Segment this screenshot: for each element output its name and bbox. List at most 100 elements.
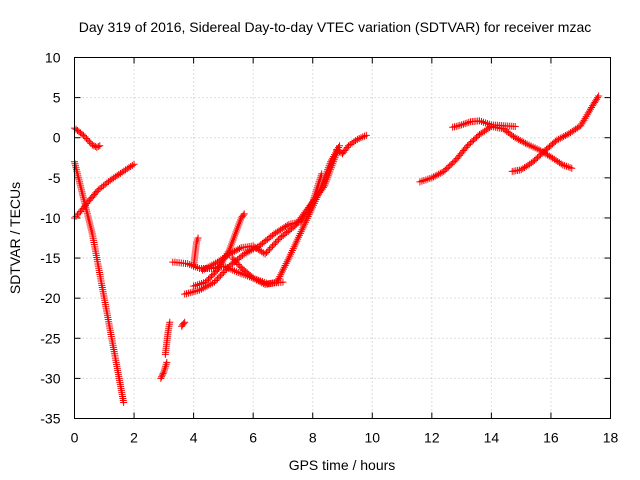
data-point-marker (159, 370, 167, 378)
data-point-marker (72, 212, 80, 220)
data-point-marker (202, 278, 210, 286)
data-point-marker (352, 137, 360, 145)
data-point-marker (222, 265, 230, 273)
plot-frame (74, 57, 611, 419)
series-arc-1 (71, 124, 104, 151)
data-point-marker (93, 143, 101, 151)
data-point-marker (239, 211, 247, 219)
data-point-marker (231, 257, 239, 265)
data-point-marker (273, 237, 281, 245)
y-tick-label: -10 (40, 210, 60, 226)
data-point-marker (216, 272, 224, 280)
data-point-marker (158, 371, 166, 379)
data-point-marker (213, 266, 221, 274)
data-point-marker (203, 277, 211, 285)
data-point-marker (558, 133, 566, 141)
data-point-marker (236, 245, 244, 253)
data-point-marker (585, 107, 593, 115)
x-tick-label: 12 (424, 430, 440, 446)
x-tick-label: 18 (603, 430, 619, 446)
data-point-marker (161, 364, 169, 372)
data-point-marker (210, 269, 218, 277)
series-arc-10 (190, 210, 248, 290)
data-point-marker (350, 138, 358, 146)
data-point-marker (336, 142, 344, 150)
y-tick-label: -15 (40, 250, 60, 266)
data-point-marker (578, 120, 586, 128)
y-tick-label: 0 (53, 130, 61, 146)
data-point-marker (346, 140, 354, 148)
data-point-marker (181, 318, 189, 326)
data-point-marker (458, 121, 466, 129)
data-point-marker (157, 374, 165, 382)
data-point-marker (559, 161, 567, 169)
x-tick-label: 10 (364, 430, 380, 446)
data-point-marker (183, 290, 191, 298)
x-tick-label: 0 (71, 430, 79, 446)
data-point-marker (264, 247, 272, 255)
data-point-marker (206, 274, 214, 282)
series-arc-12 (228, 142, 344, 289)
series-arc-15 (449, 117, 519, 131)
data-point-marker (269, 242, 277, 250)
data-point-marker (279, 278, 287, 286)
data-point-marker (225, 250, 233, 258)
data-point-marker (213, 275, 221, 283)
data-point-marker (267, 244, 275, 252)
data-point-marker (459, 120, 467, 128)
data-point-marker (328, 156, 336, 164)
data-point-marker (212, 277, 220, 285)
data-point-marker (205, 275, 212, 283)
data-point-marker (261, 250, 269, 258)
data-point-marker (128, 161, 136, 169)
data-point-marker (218, 270, 226, 278)
data-point-marker (239, 251, 247, 259)
data-point-marker (564, 163, 572, 171)
data-point-marker (355, 135, 363, 143)
y-tick-label: -30 (40, 370, 60, 386)
y-axis-title: SDTVAR / TECUs (7, 182, 23, 294)
data-point-marker (240, 210, 248, 218)
y-tick-label: -5 (48, 170, 61, 186)
plot-area (71, 92, 603, 406)
data-point-marker (594, 94, 602, 102)
data-point-marker (583, 111, 591, 119)
series-arc-2 (71, 158, 128, 406)
data-point-marker (166, 318, 174, 326)
data-point-marker (181, 290, 189, 298)
x-axis-title: GPS time / hours (289, 457, 396, 473)
data-point-marker (81, 133, 89, 141)
y-tick-label: 10 (45, 50, 61, 66)
data-point-marker (194, 234, 202, 242)
data-point-marker (562, 162, 570, 170)
data-point-marker (579, 118, 587, 126)
data-point-marker (584, 109, 592, 117)
data-point-marker (230, 256, 238, 264)
data-point-marker (120, 398, 128, 406)
data-point-marker (94, 143, 102, 151)
data-point-marker (518, 137, 526, 145)
data-point-marker (162, 360, 170, 368)
data-point-marker (180, 320, 188, 328)
x-tick-label: 14 (484, 430, 500, 446)
data-point-marker (96, 142, 104, 150)
data-point-marker (184, 289, 192, 297)
data-point-marker (581, 114, 589, 122)
data-point-marker (557, 160, 565, 168)
data-point-marker (348, 139, 356, 147)
data-point-marker (461, 120, 469, 128)
data-point-marker (272, 239, 279, 247)
data-point-marker (130, 160, 138, 168)
data-point-marker (511, 122, 519, 130)
data-point-marker (289, 223, 297, 231)
data-point-marker (236, 262, 244, 270)
data-point-marker (234, 260, 242, 268)
data-point-marker (162, 362, 170, 370)
x-tick-label: 16 (543, 430, 559, 446)
grid (74, 57, 611, 419)
data-point-marker (88, 141, 96, 149)
data-point-marker (73, 211, 81, 219)
data-point-marker (219, 268, 227, 276)
data-point-marker (521, 139, 529, 147)
data-point-marker (254, 277, 262, 285)
